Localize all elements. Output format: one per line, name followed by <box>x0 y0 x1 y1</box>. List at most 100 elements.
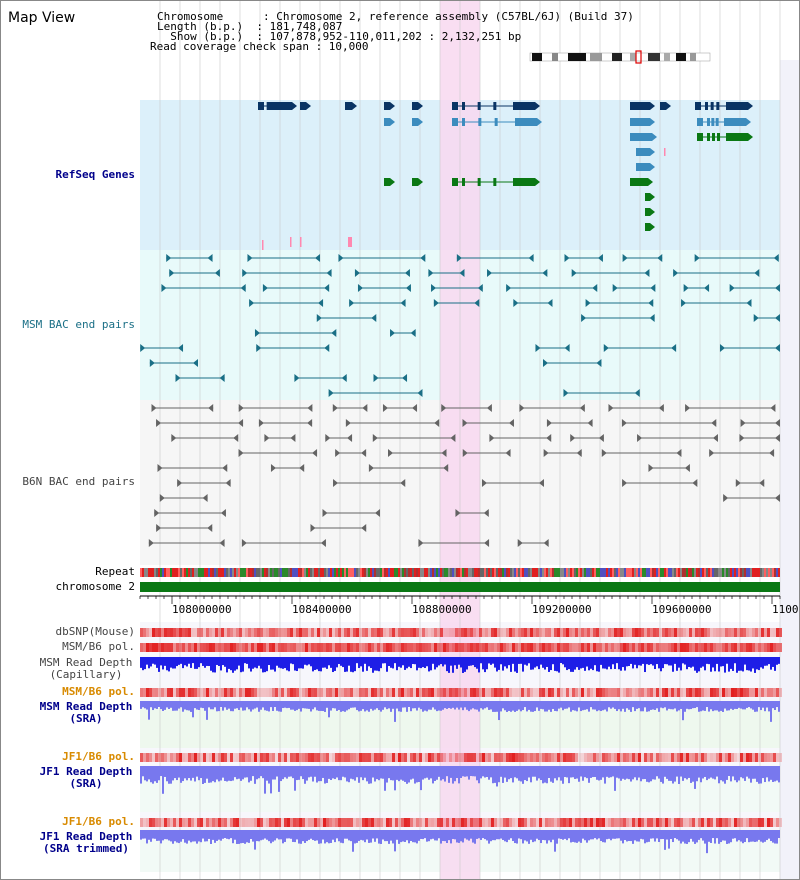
jf1-b6-pol-trimmed-density <box>338 818 341 827</box>
msm-b6-pol-sra-density <box>776 688 779 697</box>
msm-b6-pol-sra-density <box>209 688 212 697</box>
repeat-element <box>606 568 608 577</box>
msm-sra-depth-bar <box>248 701 250 710</box>
msm-sra-depth-bar <box>508 701 510 711</box>
jf1-trimmed-depth-bar <box>170 830 172 842</box>
msm-b6-pol-density <box>290 643 293 652</box>
jf1-trimmed-depth-bar <box>550 830 552 843</box>
jf1-b6-pol-density <box>515 753 518 762</box>
msm-b6-pol-density <box>617 643 620 652</box>
repeat-element <box>410 568 412 577</box>
msm-capillary-depth-bar <box>402 657 404 666</box>
jf1-trimmed-depth-bar <box>676 830 678 840</box>
repeat-element <box>706 568 708 577</box>
repeat-element <box>310 568 312 577</box>
jf1-b6-pol-density <box>374 753 377 762</box>
jf1-b6-pol-label-2[interactable]: JF1/B6 pol. <box>62 815 135 828</box>
msm-capillary-depth-bar <box>746 657 748 671</box>
msm-b6-pol-sra-density <box>566 688 569 697</box>
msm-b6-pol-sra-density <box>383 688 386 697</box>
msm-capillary-depth-bar <box>682 657 684 664</box>
jf1-b6-pol-label-1[interactable]: JF1/B6 pol. <box>62 750 135 763</box>
msm-b6-pol-sra-density <box>506 688 509 697</box>
b6n-bac-pair-end <box>345 419 351 427</box>
jf1-trimmed-depth-bar <box>328 830 330 844</box>
msm-b6-pol-density <box>626 643 629 652</box>
jf1-trimmed-depth-bar <box>164 830 166 840</box>
msm-sra-depth-bar <box>690 701 692 710</box>
dbsnp-density <box>467 628 470 637</box>
msm-sra-depth-bar <box>160 701 162 710</box>
msm-bac-pair-end <box>214 269 220 277</box>
msm-capillary-depth-bar <box>648 657 650 665</box>
msm-sra-depth-bar <box>778 701 780 712</box>
msm-b6-pol-density <box>734 643 737 652</box>
repeat-element <box>216 568 218 577</box>
msm-capillary-depth-bar <box>156 657 158 668</box>
repeat-element <box>146 568 148 577</box>
jf1-sra-depth-bar <box>662 766 664 784</box>
msm-sra-depth-bar <box>704 701 706 711</box>
msm-b6-pol-density <box>578 643 581 652</box>
dbsnp-label[interactable]: dbSNP(Mouse) <box>55 625 135 638</box>
jf1-trimmed-depth-bar <box>616 830 618 839</box>
msm-read-depth-capillary-label[interactable]: MSM Read Depth (Capillary) <box>36 657 136 681</box>
msm-b6-pol-sra-density <box>638 688 641 697</box>
msm-sra-depth-bar <box>240 701 242 708</box>
jf1-b6-pol-trimmed-density <box>560 818 563 827</box>
jf1-sra-depth-bar <box>598 766 600 781</box>
repeat-label[interactable]: Repeat <box>95 565 135 578</box>
gene-exon <box>707 133 710 141</box>
repeat-element <box>398 568 400 577</box>
msm-capillary-depth-bar <box>364 657 366 664</box>
msm-capillary-depth-bar <box>416 657 418 671</box>
msm-b6-pol-density <box>368 643 371 652</box>
jf1-trimmed-depth-bar <box>396 830 398 840</box>
jf1-sra-depth-bar <box>372 766 374 778</box>
msm-b6-pol-sra-density <box>422 688 425 697</box>
msm-read-depth-sra-label[interactable]: MSM Read Depth (SRA) <box>36 701 136 725</box>
repeat-element <box>434 568 436 577</box>
refseq-genes-label[interactable]: RefSeq Genes <box>55 168 135 181</box>
msm-sra-depth-bar <box>362 701 364 710</box>
msm-b6-pol-sra-label[interactable]: MSM/B6 pol. <box>62 685 135 698</box>
chromosome-label[interactable]: chromosome 2 <box>55 580 135 593</box>
b6n-bac-end-pairs-label[interactable]: B6N BAC end pairs <box>22 475 135 488</box>
msm-b6-pol-capillary-label[interactable]: MSM/B6 pol. <box>62 640 135 653</box>
msm-b6-pol-density <box>158 643 161 652</box>
msm-capillary-depth-bar <box>722 657 724 667</box>
msm-bac-pair-end <box>474 299 480 307</box>
msm-bac-end-pairs-label[interactable]: MSM BAC end pairs <box>22 318 135 331</box>
jf1-trimmed-depth-bar <box>144 830 146 839</box>
repeat-element <box>408 568 410 577</box>
msm-capillary-depth-bar <box>184 657 186 666</box>
repeat-element <box>470 568 472 577</box>
jf1-sra-depth-bar <box>616 766 618 778</box>
jf1-read-depth-sra-label[interactable]: JF1 Read Depth (SRA) <box>36 766 136 790</box>
msm-sra-depth-bar <box>432 701 434 708</box>
b6n-bac-pair-end <box>225 479 231 487</box>
jf1-b6-pol-density <box>338 753 341 762</box>
repeat-element <box>736 568 738 577</box>
gene-strand-arrow <box>418 118 423 126</box>
jf1-trimmed-depth-bar <box>232 830 234 844</box>
msm-bac-pair-end <box>753 314 759 322</box>
repeat-element <box>370 568 372 577</box>
dbsnp-density <box>521 628 524 637</box>
msm-b6-pol-density <box>728 643 731 652</box>
msm-capillary-depth-bar <box>668 657 670 666</box>
msm-b6-pol-density <box>296 643 299 652</box>
jf1-b6-pol-trimmed-density <box>587 818 590 827</box>
dbsnp-density <box>170 628 173 637</box>
msm-b6-pol-sra-density <box>560 688 563 697</box>
jf1-read-depth-trimmed-label[interactable]: JF1 Read Depth (SRA trimmed) <box>36 831 136 855</box>
msm-bac-pair-end <box>315 254 321 262</box>
jf1-sra-depth-bar <box>312 766 314 782</box>
dbsnp-density <box>611 628 614 637</box>
jf1-trimmed-depth-bar <box>594 830 596 839</box>
msm-b6-pol-sra-density <box>578 688 581 697</box>
msm-bac-pair-end <box>219 374 225 382</box>
msm-sra-depth-bar <box>402 701 404 708</box>
repeat-element <box>324 568 326 577</box>
jf1-sra-depth-bar <box>368 766 370 784</box>
